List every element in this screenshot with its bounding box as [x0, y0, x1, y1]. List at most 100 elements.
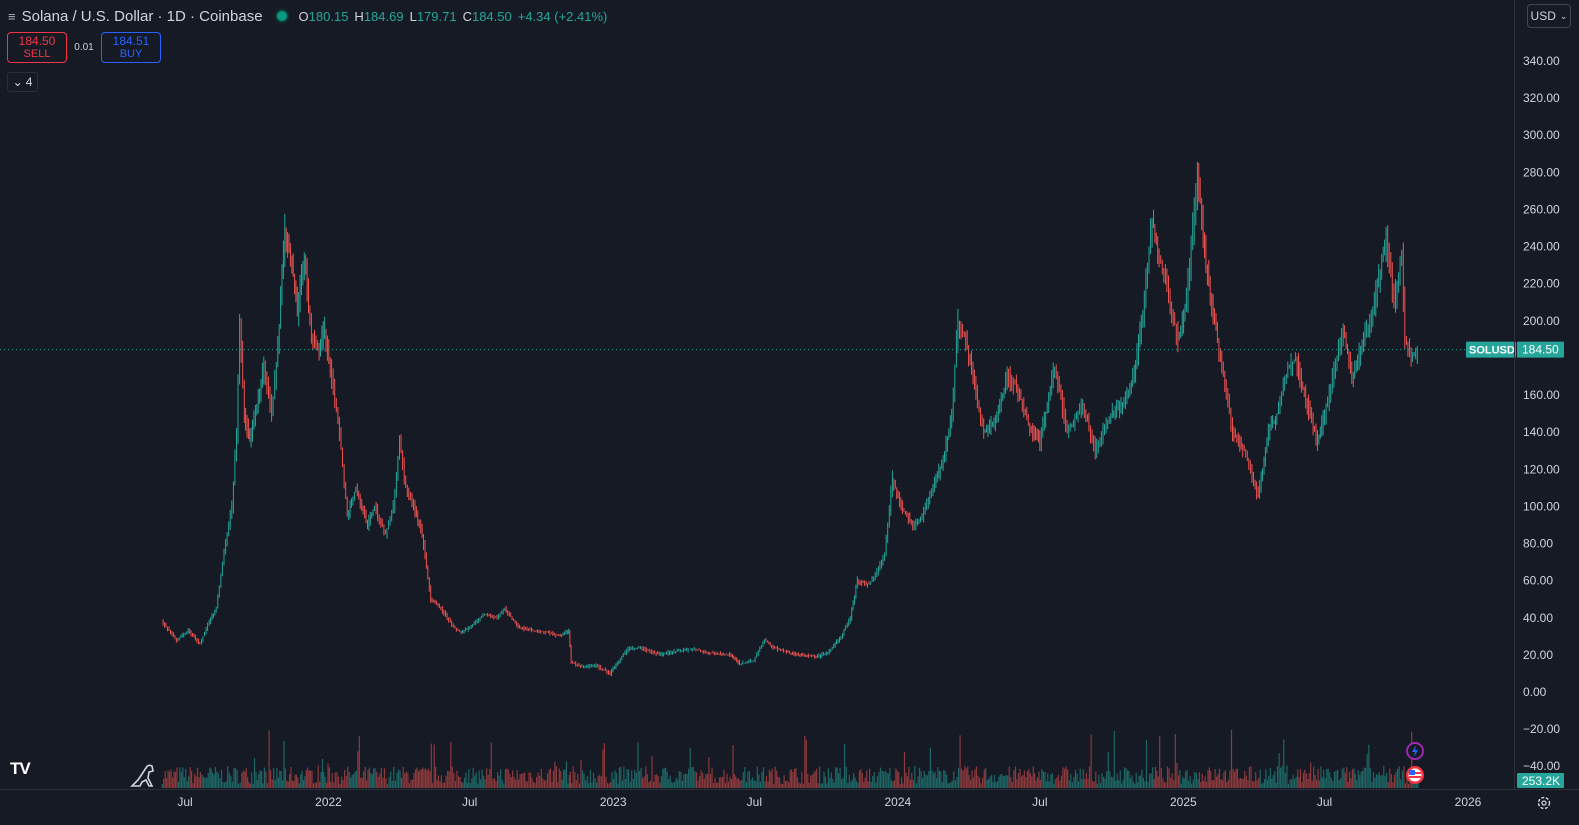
volume-bar — [1227, 779, 1229, 788]
volume-bar — [309, 770, 312, 788]
volume-bar — [840, 779, 843, 788]
volume-bar — [613, 779, 615, 788]
volume-bar — [1177, 775, 1180, 788]
gear-icon[interactable] — [1536, 795, 1552, 811]
volume-bar — [1135, 772, 1137, 788]
volume-bar — [631, 770, 633, 788]
volume-bar — [440, 775, 442, 788]
us-flag-icon[interactable] — [1402, 764, 1426, 786]
volume-bar — [977, 775, 979, 788]
market-status-icon[interactable] — [274, 9, 289, 23]
x-tick-label: 2024 — [885, 795, 912, 809]
y-tick-label: 60.00 — [1523, 574, 1553, 588]
volume-bar — [1084, 779, 1086, 788]
volume-bar — [1351, 769, 1353, 788]
volume-bar — [382, 777, 384, 788]
volume-bar — [354, 772, 356, 788]
volume-bar — [1200, 781, 1202, 788]
volume-bar — [635, 772, 637, 788]
volume-bar — [192, 782, 194, 788]
volume-bar — [1271, 778, 1273, 788]
volume-bar — [813, 772, 815, 788]
volume-bar — [1076, 773, 1078, 788]
volume-bar — [759, 781, 761, 788]
volume-bar — [920, 771, 922, 788]
volume-bar — [1031, 776, 1033, 788]
volume-bar — [665, 768, 667, 788]
volume-bar — [611, 772, 613, 788]
buy-button[interactable]: 184.51 BUY — [101, 32, 161, 63]
volume-bar — [765, 776, 768, 788]
volume-bar — [1115, 780, 1117, 788]
volume-bar — [895, 768, 897, 788]
volume-bar — [415, 769, 417, 788]
currency-select[interactable]: USD ⌄ — [1527, 4, 1571, 28]
volume-bar — [263, 767, 265, 788]
volume-bar — [941, 782, 943, 788]
volume-bar — [169, 771, 171, 788]
volume-bar — [248, 781, 250, 788]
indicators-toggle[interactable]: ⌄ 4 — [7, 72, 38, 92]
volume-bar — [1106, 771, 1108, 788]
volume-bar — [750, 779, 752, 788]
volume-bar — [336, 772, 338, 788]
volume-bar — [1079, 768, 1081, 788]
volume-bar — [752, 777, 754, 788]
volume-bar — [302, 779, 305, 788]
volume-bar — [472, 767, 474, 788]
volume-bar — [515, 779, 517, 788]
menu-icon[interactable]: ≡ — [8, 8, 16, 24]
volume-bar — [172, 777, 174, 788]
volume-bar — [860, 769, 862, 788]
volume-bar — [1383, 765, 1385, 788]
volume-bar — [839, 767, 841, 788]
volume-bar — [1354, 773, 1356, 788]
volume-bar — [448, 771, 450, 788]
volume-bar — [1019, 769, 1021, 788]
volume-bar — [519, 774, 521, 788]
volume-bar — [1176, 763, 1178, 788]
volume-bar — [915, 783, 917, 788]
volume-bar — [1048, 781, 1050, 788]
volume-bar — [522, 773, 524, 788]
volume-bar — [497, 772, 499, 788]
volume-bar — [594, 778, 596, 788]
volume-bar — [305, 770, 307, 788]
volume-bar — [793, 769, 796, 788]
volume-bar — [373, 768, 375, 788]
volume-bar — [886, 772, 888, 788]
volume-bar — [592, 772, 595, 788]
volume-bar — [364, 766, 366, 788]
symbol-title[interactable]: Solana / U.S. Dollar · 1D · Coinbase — [21, 7, 263, 25]
volume-bar — [1258, 777, 1260, 788]
y-tick-label: 120.00 — [1523, 462, 1560, 476]
volume-bar — [1294, 778, 1296, 788]
volume-bar — [1239, 777, 1241, 788]
volume-bar — [1393, 774, 1396, 788]
volume-bar — [792, 772, 794, 788]
volume-bar — [640, 768, 642, 788]
volume-bar — [829, 777, 831, 788]
volume-bar — [1286, 765, 1288, 788]
volume-bar — [1214, 769, 1216, 788]
high-value: H184.69 — [354, 8, 404, 24]
volume-bar — [334, 772, 336, 788]
volume-bar — [262, 783, 264, 788]
volume-bar — [439, 781, 441, 788]
volume-bar — [938, 770, 940, 788]
y-tick-label: 80.00 — [1523, 537, 1553, 551]
volume-bar — [456, 770, 458, 788]
volume-bar — [451, 766, 453, 788]
sell-button[interactable]: 184.50 SELL — [7, 32, 67, 63]
volume-bar — [962, 770, 964, 788]
volume-bar — [599, 774, 601, 788]
volume-bar — [1378, 772, 1380, 788]
volume-bar — [360, 777, 362, 788]
volume-bar — [1042, 771, 1044, 788]
volume-bar — [317, 765, 319, 788]
tradingview-logo-icon[interactable]: TV — [10, 759, 31, 778]
lightning-badge-icon[interactable] — [1402, 740, 1426, 762]
volume-bar — [568, 774, 570, 788]
volume-bar — [397, 769, 400, 788]
